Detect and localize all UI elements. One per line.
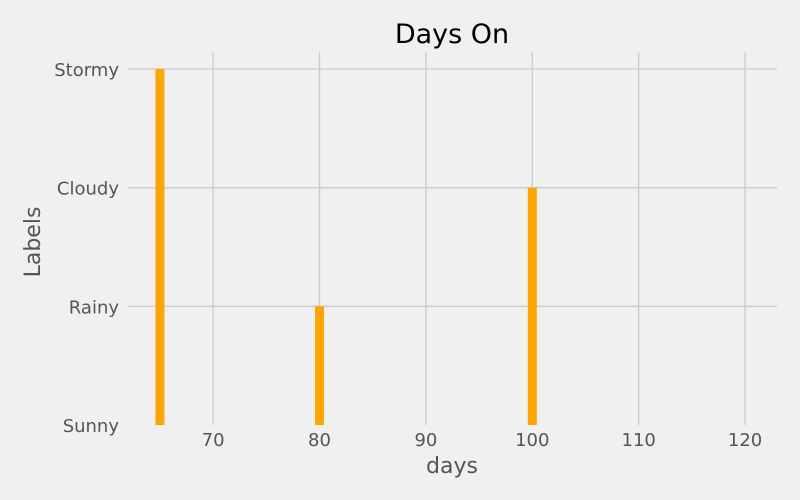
x-tick-label: 80 — [308, 430, 331, 451]
x-axis-label: days — [426, 454, 478, 479]
bar — [527, 187, 537, 425]
y-tick-labels: Sunny Rainy Cloudy Stormy — [54, 60, 119, 437]
x-tick-label: 110 — [622, 430, 656, 451]
y-tick-label: Sunny — [63, 416, 120, 437]
x-tick-label: 90 — [414, 430, 437, 451]
x-tick-labels: 70 80 90 100 110 120 — [202, 430, 763, 451]
y-tick-label: Rainy — [69, 297, 120, 318]
x-tick-label: 70 — [202, 430, 225, 451]
bars-layer — [155, 69, 537, 425]
y-tick-label: Stormy — [54, 60, 119, 81]
x-tick-label: 120 — [728, 430, 762, 451]
x-tick-label: 100 — [515, 430, 549, 451]
grid-layer — [128, 52, 777, 425]
chart-title: Days On — [395, 19, 509, 50]
bar — [155, 69, 165, 425]
bar — [315, 306, 325, 425]
y-axis-label: Labels — [21, 207, 46, 278]
y-tick-label: Cloudy — [57, 179, 119, 200]
